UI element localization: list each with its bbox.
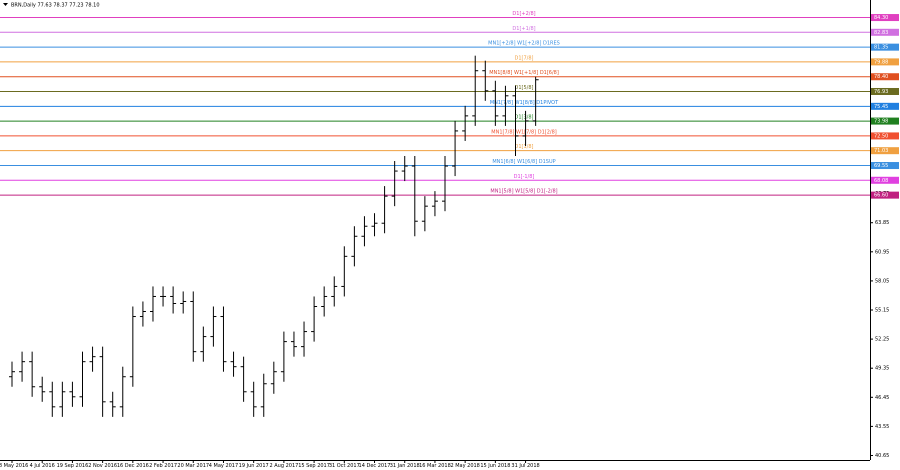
x-tick-label: 19 Sep 2016 bbox=[57, 463, 89, 469]
level-label: D1[1/8] bbox=[515, 144, 534, 150]
level-label: MN1[5/8] W1[5/8] D1[-2/8] bbox=[490, 189, 557, 195]
level-price-label: 78.40 bbox=[874, 74, 888, 80]
level-price-box bbox=[871, 191, 899, 199]
level-label: MN1[6/8] W1[6/8] D1SUP bbox=[492, 159, 555, 165]
y-tick-label: 52.25 bbox=[875, 337, 889, 343]
level-price-box bbox=[871, 147, 899, 155]
level-price-label: 66.60 bbox=[874, 193, 888, 199]
x-tick-label: 31 Jul 2018 bbox=[511, 463, 539, 469]
level-label: MN1[7/8] W1[8/8] D1PIVOT bbox=[490, 100, 559, 106]
x-tick-label: 2 Aug 2017 bbox=[269, 463, 298, 469]
level-label: D1[5/8] bbox=[515, 85, 534, 91]
x-tick-label: 4 Jul 2016 bbox=[30, 463, 55, 469]
y-tick-label: 49.35 bbox=[875, 366, 889, 372]
x-tick-label: 31 Jan 2018 bbox=[390, 463, 420, 469]
y-tick-label: 46.45 bbox=[875, 395, 889, 401]
y-tick-label: 63.85 bbox=[875, 220, 889, 226]
x-tick-label: 16 Dec 2016 bbox=[117, 463, 149, 469]
level-price-label: 82.83 bbox=[874, 30, 888, 36]
level-price-label: 68.08 bbox=[874, 178, 888, 184]
level-label: MN1[8/8] W1[+1/8] D1[6/8] bbox=[489, 70, 559, 76]
level-price-box bbox=[871, 117, 899, 125]
level-label: D1[+2/8] bbox=[512, 11, 535, 17]
level-price-box bbox=[871, 176, 899, 184]
level-price-label: 75.45 bbox=[874, 104, 888, 110]
chart-title: BRN,Daily 77.63 78.37 77.23 78.10 bbox=[11, 3, 100, 9]
level-label: D1[7/8] bbox=[515, 55, 534, 61]
level-price-box bbox=[871, 87, 899, 95]
y-tick-label: 43.55 bbox=[875, 424, 889, 430]
level-price-box bbox=[871, 43, 899, 51]
y-tick-label: 55.15 bbox=[875, 308, 889, 314]
level-price-label: 81.35 bbox=[874, 45, 888, 51]
level-price-label: 79.88 bbox=[874, 59, 888, 65]
level-label: D1[-1/8] bbox=[514, 174, 535, 180]
x-tick-label: 4 May 2017 bbox=[209, 463, 238, 469]
x-tick-label: 2 Feb 2017 bbox=[149, 463, 177, 469]
menu-arrow[interactable] bbox=[3, 3, 8, 6]
x-tick-label: 15 Sep 2017 bbox=[298, 463, 330, 469]
level-price-box bbox=[871, 162, 899, 170]
level-price-label: 69.55 bbox=[874, 163, 888, 169]
x-tick-label: 2 May 2018 bbox=[450, 463, 479, 469]
level-price-box bbox=[871, 28, 899, 36]
x-tick-label: 18 May 2016 bbox=[0, 463, 28, 469]
level-price-label: 76.93 bbox=[874, 89, 888, 95]
x-tick-label: 19 Jun 2017 bbox=[239, 463, 269, 469]
x-tick-label: 31 Oct 2017 bbox=[329, 463, 360, 469]
level-price-box bbox=[871, 58, 899, 66]
y-tick-label: 40.65 bbox=[875, 453, 889, 459]
level-price-label: 84.30 bbox=[874, 15, 888, 21]
x-tick-label: 2 Nov 2016 bbox=[88, 463, 117, 469]
y-tick-label: 60.95 bbox=[875, 249, 889, 255]
x-tick-label: 15 Jun 2018 bbox=[480, 463, 510, 469]
x-tick-label: 16 Mar 2018 bbox=[419, 463, 451, 469]
level-price-box bbox=[871, 14, 899, 22]
level-price-box bbox=[871, 132, 899, 140]
level-label: D1[3/8] bbox=[515, 115, 534, 121]
y-tick-label: 58.05 bbox=[875, 278, 889, 284]
level-price-label: 71.03 bbox=[874, 148, 888, 154]
x-tick-label: 20 Mar 2017 bbox=[177, 463, 209, 469]
level-price-label: 73.98 bbox=[874, 119, 888, 125]
level-label: MN1[7/8] W1[7/8] D1[2/8] bbox=[491, 129, 556, 135]
level-label: D1[+1/8] bbox=[512, 26, 535, 32]
x-tick-label: 14 Dec 2017 bbox=[359, 463, 391, 469]
level-price-box bbox=[871, 73, 899, 81]
level-label: MN1[+2/8] W1[+2/8] D1RES bbox=[488, 41, 560, 47]
level-price-label: 72.50 bbox=[874, 133, 888, 139]
level-price-box bbox=[871, 102, 899, 110]
